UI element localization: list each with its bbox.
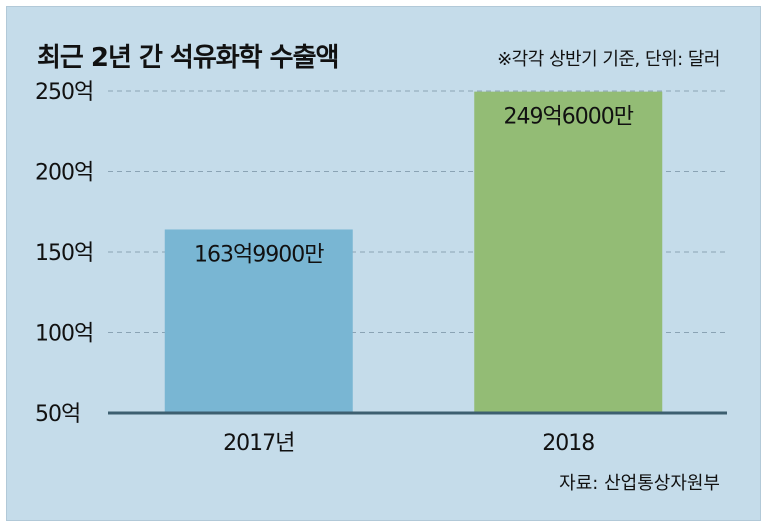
y-tick-label: 50억 bbox=[35, 402, 80, 427]
bar bbox=[164, 229, 353, 413]
y-tick-label: 150억 bbox=[35, 241, 93, 266]
chart-title: 최근 2년 간 석유화학 수출액 bbox=[37, 43, 339, 73]
x-tick-label: 2018 bbox=[542, 431, 594, 456]
y-tick-label: 100억 bbox=[35, 322, 93, 347]
x-tick-label: 2017년 bbox=[223, 431, 294, 456]
y-tick-label: 250억 bbox=[35, 80, 93, 105]
data-label: 249억6000만 bbox=[504, 105, 634, 130]
data-label: 163억9900만 bbox=[194, 242, 324, 267]
y-tick-label: 200억 bbox=[35, 161, 93, 186]
chart-source: 자료: 산업통상자원부 bbox=[559, 473, 720, 494]
chart-subtitle-note: ※각각 상반기 기준, 단위: 달러 bbox=[497, 49, 720, 70]
bar bbox=[474, 91, 663, 414]
